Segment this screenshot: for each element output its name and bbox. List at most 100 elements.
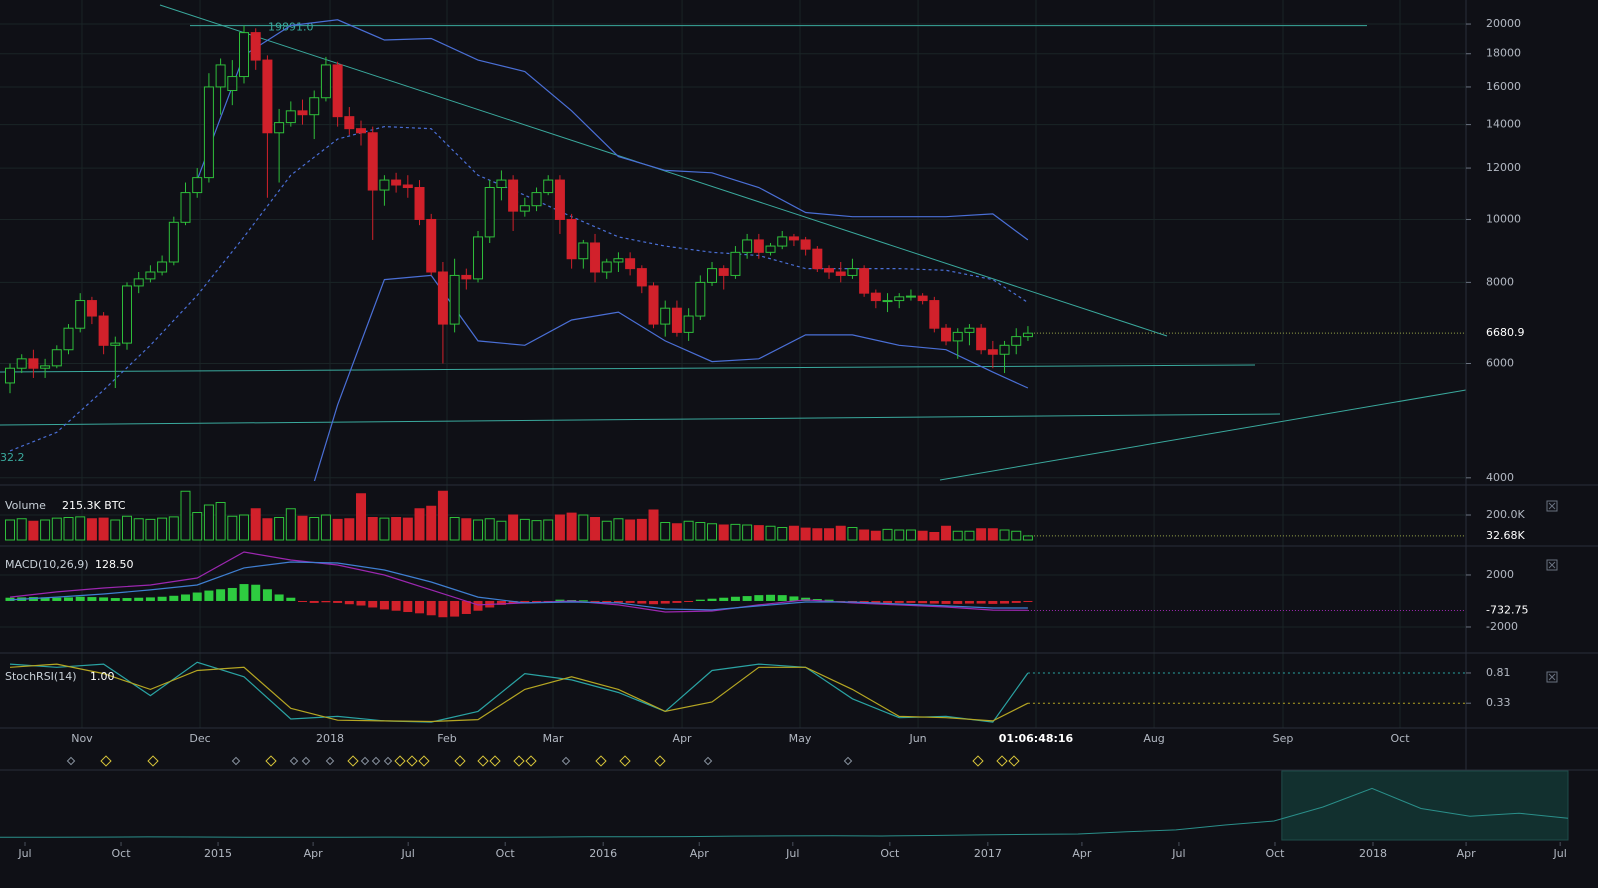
volume-bar bbox=[437, 490, 448, 541]
candle-body bbox=[297, 110, 308, 116]
indicator-line bbox=[9, 661, 1029, 723]
candle-body bbox=[320, 64, 331, 99]
histogram-bar bbox=[812, 599, 822, 601]
histogram-bar bbox=[415, 600, 425, 614]
y-tick-label: 14000 bbox=[1486, 118, 1521, 131]
volume-bar bbox=[601, 520, 612, 541]
indicator-line bbox=[9, 561, 1028, 611]
candle-body bbox=[40, 365, 51, 369]
event-marker bbox=[394, 755, 406, 767]
candle-body bbox=[941, 327, 952, 342]
candle-body bbox=[999, 344, 1010, 355]
candle-body bbox=[122, 285, 133, 344]
volume-bar bbox=[1011, 530, 1022, 541]
candle-body bbox=[285, 110, 296, 124]
histogram-bar bbox=[1000, 600, 1010, 604]
event-marker bbox=[561, 756, 571, 766]
close-button[interactable] bbox=[1546, 559, 1558, 571]
volume-bar bbox=[917, 530, 928, 541]
y-tick-label: 0.81 bbox=[1486, 666, 1511, 679]
volume-bar bbox=[625, 519, 636, 541]
histogram-bar bbox=[321, 600, 331, 603]
candle-body bbox=[987, 349, 998, 355]
histogram-bar bbox=[672, 600, 682, 603]
candle-body bbox=[1022, 332, 1033, 338]
candle-body bbox=[964, 327, 975, 333]
candle-body bbox=[905, 295, 916, 298]
x-tick-label: Nov bbox=[71, 732, 93, 745]
volume-bar bbox=[742, 524, 753, 541]
candle-body bbox=[1011, 336, 1022, 346]
candle-body bbox=[239, 32, 250, 78]
histogram-bar bbox=[99, 597, 109, 601]
histogram-bar bbox=[473, 600, 483, 611]
x-tick-label: Oct bbox=[1390, 732, 1410, 745]
candle-body bbox=[28, 358, 39, 369]
volume-bar bbox=[835, 525, 846, 541]
navigator-label: Jul bbox=[1171, 847, 1185, 860]
candle-body bbox=[110, 342, 121, 346]
histogram-bar bbox=[286, 597, 296, 601]
histogram-bar bbox=[532, 600, 542, 603]
histogram-bar bbox=[403, 600, 413, 613]
histogram-bar bbox=[508, 600, 518, 604]
histogram-bar bbox=[766, 594, 776, 601]
volume-bar bbox=[566, 512, 577, 541]
volume-bar bbox=[1022, 535, 1033, 541]
navigator-label: Apr bbox=[1457, 847, 1477, 860]
histogram-bar bbox=[719, 597, 729, 601]
histogram-bar bbox=[520, 600, 530, 603]
volume-bar bbox=[695, 522, 706, 541]
volume-bar bbox=[262, 518, 273, 541]
volume-bar bbox=[987, 528, 998, 541]
volume-bar bbox=[461, 518, 472, 541]
histogram-bar bbox=[309, 600, 319, 603]
candle-body bbox=[414, 187, 425, 220]
volume-bar bbox=[40, 519, 51, 541]
event-marker bbox=[489, 755, 501, 767]
indicator-line bbox=[313, 274, 1029, 481]
support-line bbox=[0, 364, 1256, 373]
close-button[interactable] bbox=[1546, 500, 1558, 512]
volume-bar bbox=[110, 519, 121, 541]
histogram-bar bbox=[157, 596, 167, 601]
grid bbox=[0, 0, 1466, 728]
price-pane: 32.2 19891.0 bbox=[0, 4, 1466, 481]
volume-bar bbox=[98, 517, 109, 541]
event-marker bbox=[619, 755, 631, 767]
volume-bar bbox=[648, 509, 659, 541]
candle-body bbox=[648, 285, 659, 325]
y-tick-label: 12000 bbox=[1486, 161, 1521, 174]
volume-bar bbox=[51, 517, 62, 541]
volume-bar bbox=[870, 530, 881, 541]
histogram-bar bbox=[742, 596, 752, 601]
volume-bar bbox=[402, 517, 413, 541]
event-marker bbox=[360, 756, 370, 766]
candle-body bbox=[437, 271, 448, 325]
support-line bbox=[0, 413, 1281, 426]
x-tick-label: 2018 bbox=[316, 732, 344, 745]
close-button[interactable] bbox=[1546, 671, 1558, 683]
pane-title: Volume bbox=[5, 499, 46, 512]
event-marker bbox=[147, 755, 159, 767]
volume-bar bbox=[718, 524, 729, 541]
event-marker bbox=[231, 756, 241, 766]
indicator-line bbox=[9, 125, 1029, 452]
y-tick-label: 4000 bbox=[1486, 471, 1514, 484]
volume-bar bbox=[800, 527, 811, 541]
volume-bar bbox=[812, 528, 823, 541]
histogram-bar bbox=[333, 600, 343, 603]
volume-bar bbox=[847, 527, 858, 541]
event-marker bbox=[289, 756, 299, 766]
candle-body bbox=[707, 268, 718, 283]
navigator-label: Oct bbox=[1265, 847, 1285, 860]
histogram-bar bbox=[204, 590, 214, 601]
histogram-bar bbox=[906, 600, 916, 603]
candle-body bbox=[578, 242, 589, 260]
volume-bar bbox=[671, 523, 682, 541]
volume-bar bbox=[613, 518, 624, 541]
histogram-bar bbox=[590, 600, 600, 602]
volume-bar bbox=[905, 529, 916, 541]
